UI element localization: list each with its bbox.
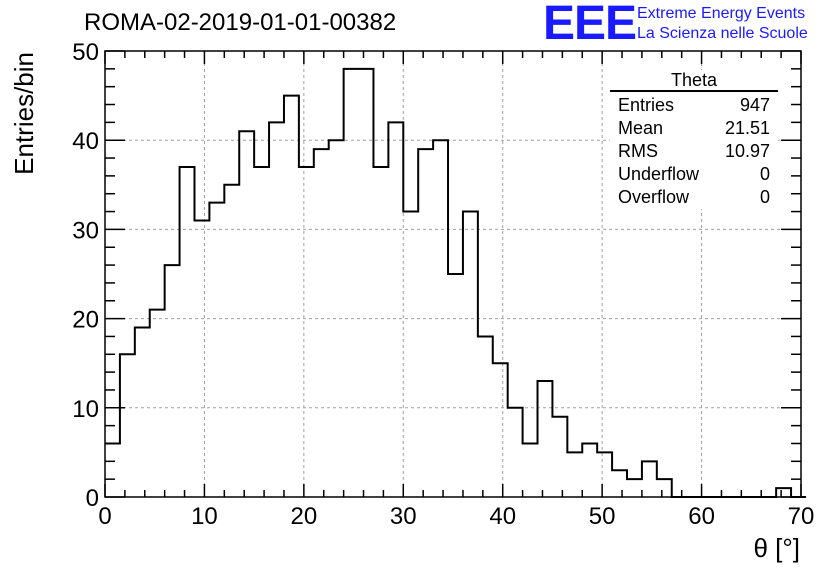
histogram-bin [209, 203, 224, 497]
run-title: ROMA-02-2019-01-01-00382 [84, 9, 397, 36]
histogram-bin [388, 122, 403, 497]
y-axis-label: Entries/bin [9, 52, 39, 175]
plot-frame [104, 50, 802, 498]
stats-row: Overflow 0 [610, 186, 778, 209]
histogram-bin [254, 167, 269, 497]
histogram-bin [523, 443, 538, 497]
histogram-bin [493, 363, 508, 497]
y-tick-label: 50 [72, 39, 99, 66]
logo-line-2: La Scienza nelle Scuole [637, 25, 808, 42]
stats-row: Mean 21.51 [610, 117, 778, 140]
histogram-bin [299, 167, 314, 497]
axis-ticks [104, 50, 802, 498]
x-tick-label: 50 [589, 503, 616, 530]
y-tick-label: 40 [72, 128, 99, 155]
x-tick-label: 30 [390, 503, 417, 530]
histogram-bin [597, 452, 612, 497]
histogram-bin [582, 443, 597, 497]
stats-row-label: Overflow [618, 187, 690, 207]
histogram-bin [314, 149, 329, 497]
x-tick-label: 10 [191, 503, 218, 530]
stats-row-label: Underflow [618, 164, 700, 184]
x-tick-label: 60 [688, 503, 715, 530]
stats-title: Theta [670, 70, 718, 90]
histogram-bin [418, 149, 433, 497]
histogram-bin [627, 479, 642, 497]
histogram-bin [194, 220, 209, 497]
histogram-bin [269, 122, 284, 497]
histogram-bin [224, 185, 239, 497]
histogram-bin [642, 461, 657, 497]
stats-row-value: 10.97 [724, 141, 770, 161]
stats-row-value: 0 [759, 187, 770, 207]
x-tick-label: 0 [98, 503, 111, 530]
y-tick-label: 10 [72, 396, 99, 423]
histogram-bin [463, 212, 478, 497]
histogram-bin [403, 212, 418, 497]
histogram-bin [120, 354, 135, 497]
x-axis-label: θ [°] [753, 533, 800, 563]
histogram-bin [478, 336, 493, 497]
stats-box: Theta Entries 947 Mean 21.51 RMS 10.97 Underfl… [610, 70, 778, 209]
stats-row: RMS 10.97 [610, 140, 778, 163]
histogram-bin [150, 310, 165, 497]
stats-row-value: 21.51 [724, 118, 770, 138]
stats-divider [610, 90, 778, 92]
grid-lines [105, 51, 801, 497]
stats-row: Underflow 0 [610, 163, 778, 186]
stats-row: Entries 947 [610, 94, 778, 117]
y-tick-label: 20 [72, 307, 99, 334]
histogram-bin [657, 479, 672, 497]
stats-rows: Entries 947 Mean 21.51 RMS 10.97 Underflow 0 Ove… [610, 94, 778, 209]
histogram-bin [508, 408, 523, 497]
histogram-series [105, 67, 806, 498]
histogram-bin [552, 417, 567, 497]
y-tick-label: 0 [86, 485, 99, 512]
y-tick-label: 30 [72, 217, 99, 244]
logo-line-1: Extreme Energy Events [637, 5, 806, 22]
histogram-bin [239, 131, 254, 497]
x-tick-label: 40 [489, 503, 516, 530]
tick-labels: 0 10 20 30 40 50 60 70 0 10 20 30 40 50 [72, 39, 814, 530]
stats-row-label: RMS [618, 141, 658, 161]
histogram-bin [359, 69, 374, 497]
stats-row-label: Entries [618, 95, 675, 115]
histogram-bin [180, 167, 195, 497]
stats-row-value: 0 [759, 164, 770, 184]
histogram-bin [165, 265, 180, 497]
eee-logo: EEE [543, 0, 637, 50]
stats-row-label: Mean [618, 118, 664, 138]
histogram-bin [538, 381, 553, 497]
histogram-bin [612, 470, 627, 497]
x-tick-label: 20 [291, 503, 318, 530]
histogram-bin [135, 328, 150, 497]
histogram-bin [344, 69, 359, 497]
histogram-line [105, 67, 806, 498]
histogram-bin [776, 488, 791, 497]
stats-row-value: 947 [739, 95, 770, 115]
histogram-bin [567, 452, 582, 497]
histogram-bin [105, 443, 120, 497]
histogram-bin [448, 274, 463, 497]
x-tick-label: 70 [788, 503, 815, 530]
histogram-bin [284, 96, 299, 497]
histogram-bin [373, 167, 388, 497]
